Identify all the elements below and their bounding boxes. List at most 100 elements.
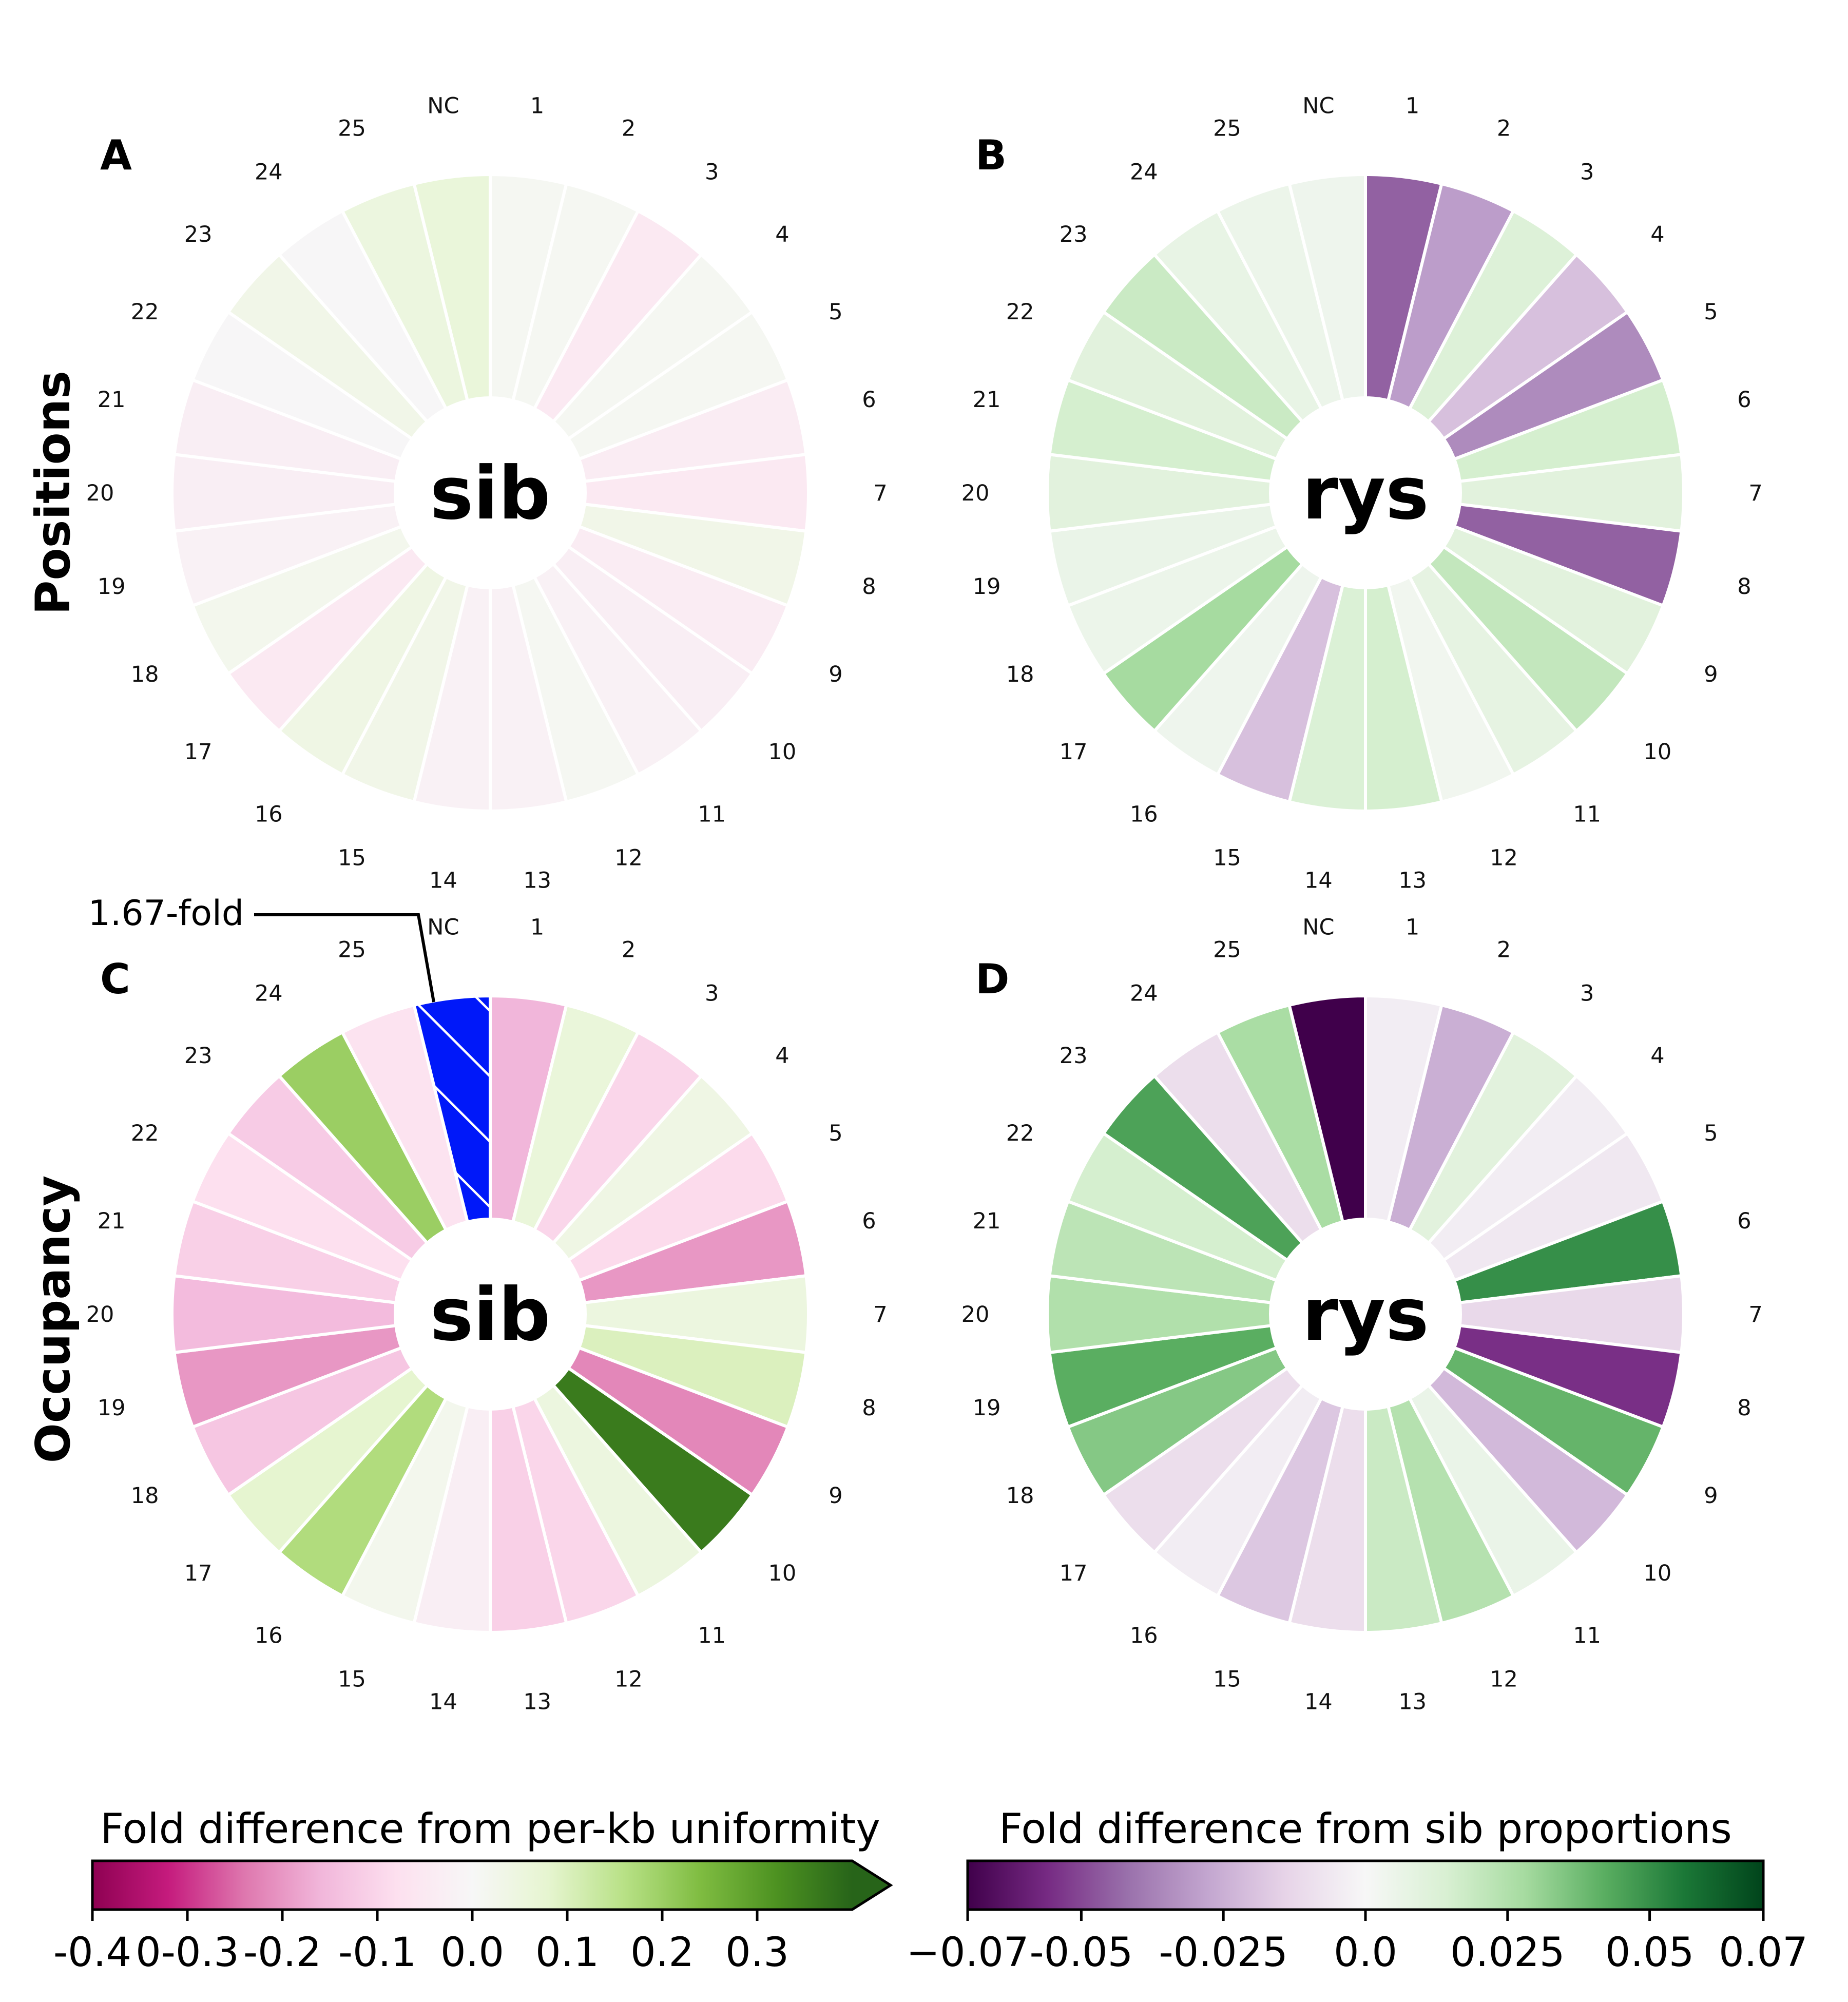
- segment-label: 4: [1650, 222, 1664, 247]
- segment-label: 16: [1130, 802, 1158, 827]
- segment-label: 22: [1006, 299, 1034, 325]
- center-label: sib: [430, 451, 551, 536]
- segment-label: 5: [829, 1121, 842, 1146]
- colorbar-gradient: [92, 1861, 852, 1910]
- colorbar-gradient: [968, 1861, 1763, 1910]
- segment-label: 23: [1060, 1043, 1088, 1069]
- segment-label: 20: [961, 1302, 990, 1327]
- colorbar-tick-label: 0.025: [1450, 1930, 1565, 1976]
- segment-label: 15: [338, 1667, 366, 1692]
- segment-label: 24: [1130, 160, 1158, 185]
- segment-label: 4: [775, 1043, 789, 1069]
- colorbar-tick-label: -0.4: [53, 1930, 131, 1976]
- colorbar-tick-label: −0.07: [906, 1930, 1029, 1976]
- row-label-positions: Positions: [26, 371, 81, 615]
- center-label: rys: [1302, 1273, 1429, 1357]
- segment-label: 10: [768, 1561, 797, 1586]
- colorbar-tick-label: 0-0.3: [136, 1930, 239, 1976]
- segment-label: 16: [255, 1623, 283, 1649]
- segment-label: 4: [775, 222, 789, 247]
- panel-letter-a: A: [100, 131, 132, 179]
- panel-letter-d: D: [975, 955, 1009, 1003]
- segment-label: 20: [86, 480, 114, 506]
- segment-label: 23: [184, 222, 213, 247]
- segment-label: 23: [184, 1043, 213, 1069]
- colorbar-tick-label: 0.0: [440, 1930, 504, 1976]
- segment-label: 24: [255, 981, 283, 1007]
- segment-label: NC: [427, 93, 459, 119]
- colorbar-tick-label: 0.2: [630, 1930, 694, 1976]
- colorbar-title: Fold difference from per-kb uniformity: [100, 1805, 880, 1853]
- segment-label: 20: [86, 1302, 114, 1327]
- segment-label: 14: [429, 1689, 457, 1715]
- segment-label: 2: [622, 937, 636, 962]
- segment-label: NC: [1302, 93, 1334, 119]
- segment-label: 2: [622, 116, 636, 141]
- colorbar-tick-label: -0.05: [1029, 1930, 1133, 1976]
- segment-label: 22: [131, 1121, 159, 1146]
- segment-d-nc: [1287, 994, 1367, 1224]
- segment-label: 6: [862, 1208, 876, 1234]
- colorbar-uniformity: Fold difference from per-kb uniformity -0…: [53, 1805, 893, 1976]
- panel-c-radial-chart: C123456789101112131415161718192021222324…: [86, 915, 888, 1715]
- segment-label: 13: [1398, 868, 1427, 894]
- segment-label: 9: [1704, 1483, 1718, 1509]
- segment-label: 7: [1748, 1302, 1762, 1327]
- segment-label: 2: [1497, 937, 1511, 962]
- segment-label: 18: [131, 662, 159, 687]
- segment-label: 13: [1398, 1689, 1427, 1715]
- panel-letter-b: B: [975, 131, 1007, 179]
- segment-label: 8: [862, 574, 876, 600]
- segment-label: 9: [829, 662, 842, 687]
- segment-label: 21: [973, 1208, 1001, 1234]
- segment-label: 18: [1006, 1483, 1034, 1509]
- segment-label: 7: [1748, 480, 1762, 506]
- colorbar-tick-label: 0.1: [535, 1930, 599, 1976]
- colorbar-tick-label: -0.1: [338, 1930, 416, 1976]
- segment-label: 11: [698, 802, 726, 827]
- row-label-occupancy: Occupancy: [26, 1176, 81, 1464]
- colorbar-tick-label: -0.2: [243, 1930, 321, 1976]
- segment-label: 3: [705, 160, 719, 185]
- colorbar-tick-label: -0.025: [1159, 1930, 1287, 1976]
- segment-label: 15: [1213, 845, 1241, 871]
- segment-label: 8: [1737, 1395, 1751, 1421]
- segment-label: 25: [338, 116, 366, 141]
- segment-label: 12: [614, 845, 643, 871]
- segment-label: NC: [1302, 915, 1334, 940]
- segment-label: 21: [973, 387, 1001, 413]
- segment-label: 12: [1490, 845, 1518, 871]
- segment-label: 8: [862, 1395, 876, 1421]
- segment-label: 5: [1704, 299, 1718, 325]
- segment-label: 13: [523, 1689, 551, 1715]
- segment-label: 6: [1737, 387, 1751, 413]
- segment-label: 17: [1060, 739, 1088, 765]
- segment-label: 6: [1737, 1208, 1751, 1234]
- segment-label: 5: [1704, 1121, 1718, 1146]
- segment-label: 10: [1644, 1561, 1672, 1586]
- colorbar-extend-arrow: [852, 1861, 891, 1910]
- colorbar-tick-label: 0.07: [1719, 1930, 1808, 1976]
- segment-label: 10: [1644, 739, 1672, 765]
- segment-label: 1: [530, 915, 544, 940]
- colorbar-tick-label: 0.05: [1605, 1930, 1695, 1976]
- segment-label: 1: [1406, 93, 1419, 119]
- panel-b-radial-chart: B123456789101112131415161718192021222324…: [961, 93, 1763, 894]
- annotation-leader-line: [254, 913, 435, 1003]
- segment-label: 9: [829, 1483, 842, 1509]
- segment-label: 15: [1213, 1667, 1241, 1692]
- segment-label: 10: [768, 739, 797, 765]
- segment-label: 9: [1704, 662, 1718, 687]
- segment-label: 17: [1060, 1561, 1088, 1586]
- segment-a-nc: [412, 172, 492, 403]
- overflow-annotation: 1.67-fold: [88, 893, 435, 1003]
- segment-label: 22: [1006, 1121, 1034, 1146]
- segment-label: 20: [961, 480, 990, 506]
- center-label: sib: [430, 1273, 551, 1357]
- segment-label: 19: [973, 574, 1001, 600]
- segment-label: 3: [1580, 981, 1594, 1007]
- segment-label: 7: [873, 480, 887, 506]
- segment-label: 19: [98, 1395, 126, 1421]
- segment-label: 4: [1650, 1043, 1664, 1069]
